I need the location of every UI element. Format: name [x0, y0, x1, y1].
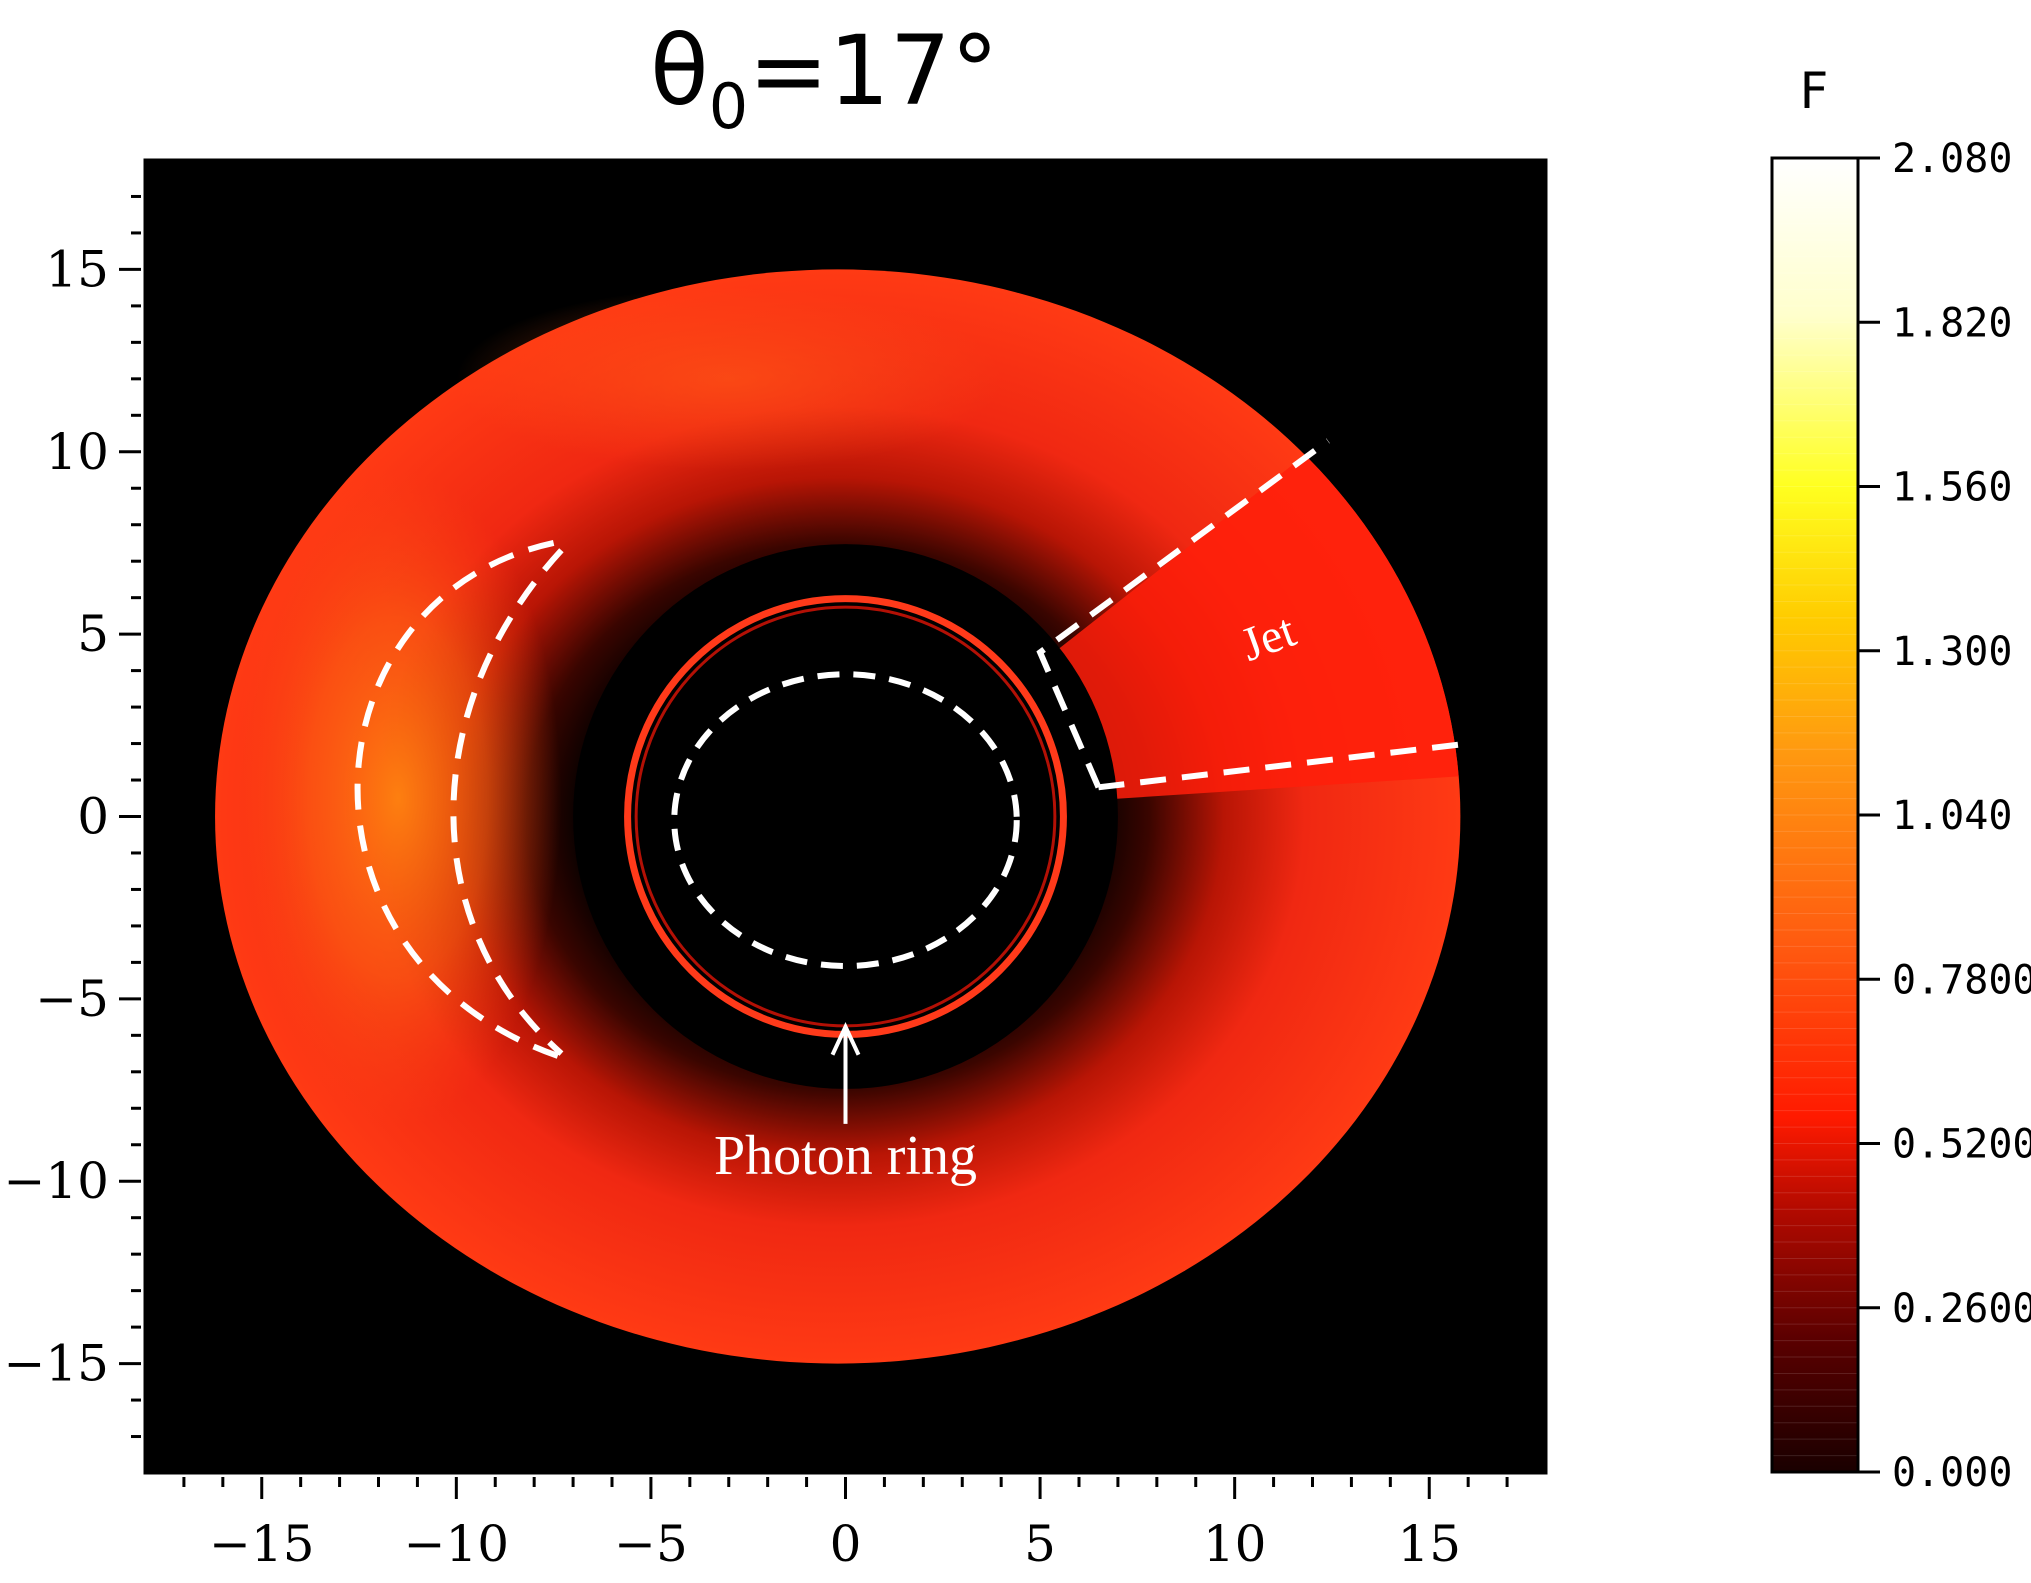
colorbar-tick-label: 0.5200: [1892, 1122, 2031, 1168]
title-rest: =17°: [748, 15, 999, 127]
y-tick-label: −5: [35, 970, 109, 1028]
dashed-crescent-outline: [354, 540, 564, 1061]
colorbar-gradient: [1772, 158, 1858, 1472]
y-tick-label: 5: [77, 605, 109, 663]
black-hole-shadow: [573, 544, 1118, 1089]
x-tick-label: −10: [404, 1515, 510, 1573]
dashed-jet-boundary: [1036, 438, 1469, 791]
upper-glow: [456, 287, 1002, 471]
x-tick-label: 15: [1397, 1515, 1461, 1573]
bright-crescent-glow: [234, 470, 562, 1127]
y-tick-label: 15: [45, 240, 109, 298]
photon-ring-label: Photon ring: [714, 1125, 977, 1187]
x-tick-label: 0: [830, 1515, 862, 1573]
colorbar-tick-label: 2.080: [1892, 136, 2012, 182]
colorbar-tick-label: 0.2600: [1892, 1286, 2031, 1332]
colorbar-label: F: [1800, 62, 1829, 120]
plot-frame: [143, 158, 1548, 1475]
x-tick-label: −5: [614, 1515, 688, 1573]
jet-sector: [1039, 347, 1461, 800]
title-theta: θ: [650, 15, 709, 127]
title-subscript: 0: [709, 70, 748, 143]
inner-dashed-circle: [671, 671, 1020, 970]
chart-title: θ0=17°: [650, 15, 999, 143]
colorbar-ticks: 2.080 1.820 1.560 1.300 1.040 0.7800 0.5200 0.2…: [1858, 136, 2031, 1496]
x-axis: −15 −10 −5 0 5 10 15: [182, 1477, 1509, 1573]
colorbar-tick-label: 0.7800: [1892, 957, 2031, 1003]
colorbar-tick-label: 1.820: [1892, 300, 2012, 346]
colorbar-tick-label: 1.560: [1892, 465, 2012, 511]
colorbar-tick-label: 1.040: [1892, 793, 2012, 839]
y-tick-label: −10: [3, 1152, 109, 1210]
x-tick-label: 5: [1024, 1515, 1056, 1573]
colorbar-tick-label: 0.000: [1892, 1450, 2012, 1496]
y-axis: 15 10 5 0 −5 −10 −15: [3, 194, 141, 1439]
photon-ring-arrowhead: [830, 1021, 861, 1056]
colorbar-bands: [1772, 173, 1858, 1457]
y-tick-label: −15: [3, 1335, 109, 1393]
y-tick-label: 10: [45, 423, 109, 481]
x-tick-label: 10: [1203, 1515, 1267, 1573]
x-tick-label: −15: [209, 1515, 315, 1573]
y-tick-label: 0: [77, 788, 109, 846]
colorbar-tick-label: 1.300: [1892, 629, 2012, 675]
